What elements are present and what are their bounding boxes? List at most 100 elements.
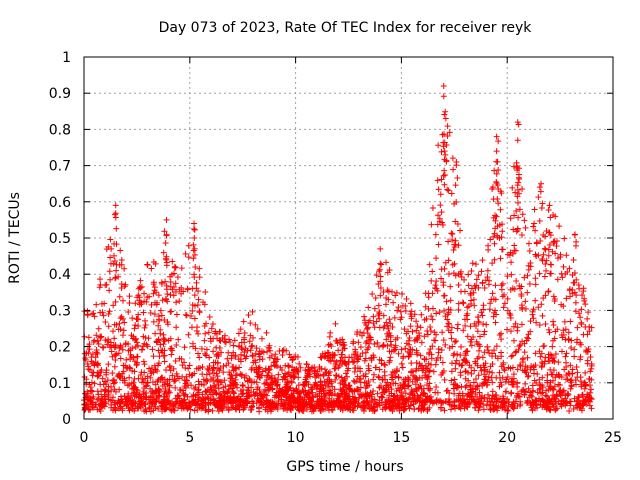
data-point — [532, 405, 539, 412]
data-point — [113, 321, 120, 328]
data-point — [433, 357, 440, 364]
data-point — [284, 385, 291, 392]
data-point — [264, 372, 271, 379]
data-point — [102, 395, 109, 402]
data-point — [379, 342, 386, 349]
data-point — [500, 359, 507, 366]
data-point — [191, 245, 198, 252]
data-point — [458, 273, 465, 280]
data-point — [422, 363, 429, 370]
data-point — [532, 397, 539, 404]
data-point — [381, 361, 388, 368]
data-point — [465, 282, 472, 289]
data-point — [236, 364, 243, 371]
data-point — [539, 312, 546, 319]
data-point — [355, 356, 362, 363]
data-point — [135, 311, 142, 318]
data-point — [325, 349, 332, 356]
data-point — [452, 365, 459, 372]
data-point — [516, 190, 523, 197]
data-point — [377, 292, 384, 299]
data-point — [125, 309, 132, 316]
data-point — [130, 399, 137, 406]
data-point — [375, 302, 382, 309]
data-point — [149, 346, 156, 353]
data-point — [469, 260, 476, 267]
data-point — [429, 316, 436, 323]
data-point — [261, 380, 268, 387]
data-point — [428, 313, 435, 320]
data-point — [169, 258, 176, 265]
data-point — [495, 166, 502, 173]
data-point — [489, 369, 496, 376]
data-point — [161, 317, 168, 324]
data-point — [494, 158, 501, 165]
data-point — [565, 329, 572, 336]
data-point — [366, 406, 373, 413]
data-point — [440, 399, 447, 406]
data-point — [398, 346, 405, 353]
data-point — [270, 359, 277, 366]
data-point — [516, 393, 523, 400]
data-point — [220, 363, 227, 370]
data-point — [268, 381, 275, 388]
data-point — [141, 369, 148, 376]
data-point — [112, 275, 119, 282]
data-point — [559, 274, 566, 281]
data-point — [97, 334, 104, 341]
data-point — [270, 404, 277, 411]
data-point — [185, 365, 192, 372]
data-point — [117, 247, 124, 254]
data-point — [172, 288, 179, 295]
data-point — [107, 254, 114, 261]
data-point — [554, 326, 561, 333]
data-point — [532, 350, 539, 357]
data-point — [155, 376, 162, 383]
data-point — [492, 212, 499, 219]
data-point — [376, 374, 383, 381]
data-point — [308, 400, 315, 407]
data-point — [588, 362, 595, 369]
data-point — [313, 386, 320, 393]
data-point — [348, 387, 355, 394]
data-point — [454, 175, 461, 182]
data-point — [426, 261, 433, 268]
data-point — [92, 354, 99, 361]
data-point — [325, 407, 332, 414]
data-point — [251, 392, 258, 399]
data-point — [92, 401, 99, 408]
data-point — [335, 373, 342, 380]
data-point — [575, 393, 582, 400]
data-point — [408, 315, 415, 322]
data-point — [441, 181, 448, 188]
data-point — [387, 354, 394, 361]
data-point — [318, 407, 325, 414]
data-point — [497, 255, 504, 262]
data-point — [289, 394, 296, 401]
data-point — [103, 281, 110, 288]
data-point — [586, 328, 593, 335]
data-point — [585, 309, 592, 316]
data-point — [498, 190, 505, 197]
data-point — [230, 342, 237, 349]
data-point — [453, 338, 460, 345]
data-point — [523, 400, 530, 406]
data-point — [498, 336, 505, 343]
data-point — [279, 386, 286, 393]
data-point — [547, 214, 554, 221]
data-point — [448, 368, 455, 375]
data-point — [573, 364, 580, 371]
data-point — [556, 223, 563, 230]
data-point — [256, 348, 263, 355]
data-point — [214, 335, 221, 342]
data-point — [571, 346, 578, 353]
data-point — [253, 379, 260, 386]
data-point — [586, 376, 593, 383]
data-point — [365, 378, 372, 385]
data-point — [529, 393, 536, 400]
data-point — [432, 337, 439, 344]
data-point — [94, 388, 101, 395]
data-point — [496, 383, 503, 390]
data-point — [457, 352, 464, 359]
data-point — [174, 404, 181, 411]
